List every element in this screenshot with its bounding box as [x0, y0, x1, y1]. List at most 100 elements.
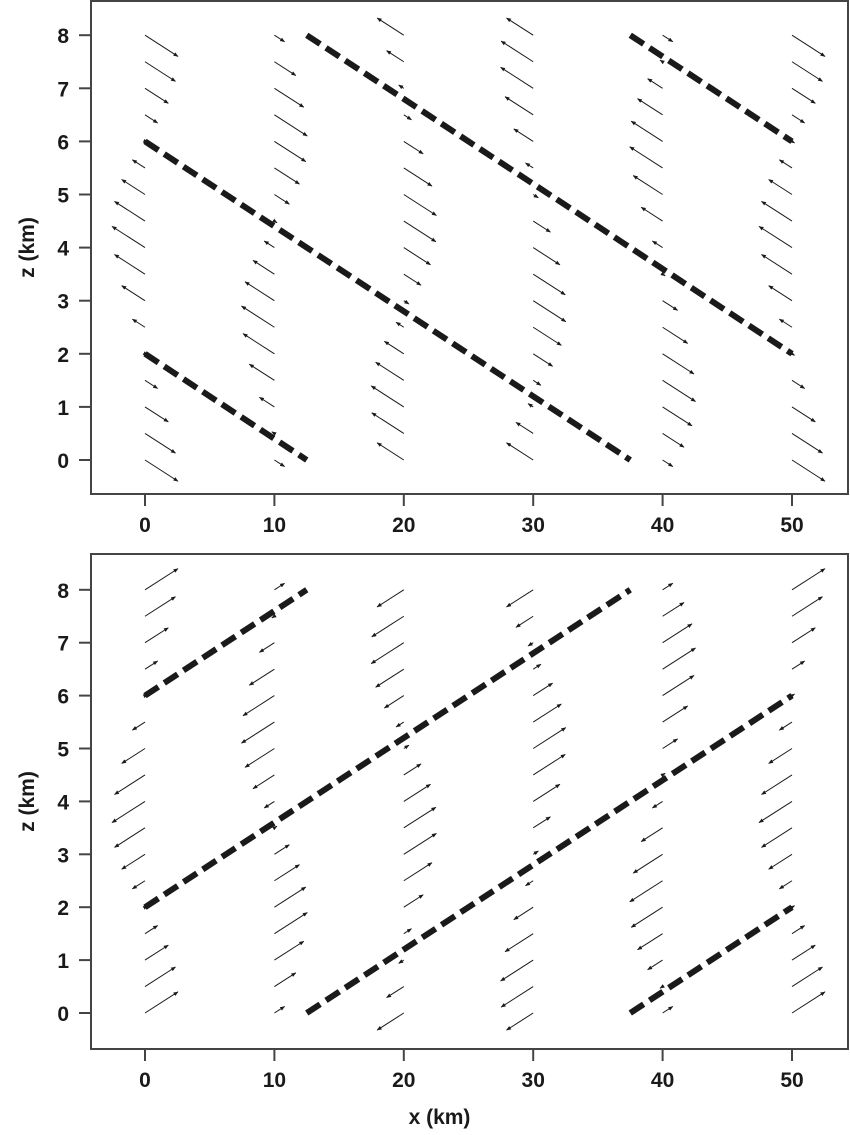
z-tick-label: 0 — [57, 1003, 69, 1026]
velocity-arrow — [274, 886, 307, 908]
velocity-arrow — [371, 615, 405, 638]
x-tick-label: 10 — [263, 514, 286, 537]
velocity-arrow — [274, 87, 305, 108]
z-axis-label: z (km) — [16, 217, 39, 278]
z-tick-label: 6 — [57, 131, 69, 154]
velocity-arrow — [525, 162, 534, 169]
velocity-arrow — [142, 351, 148, 356]
velocity-arrow — [532, 753, 566, 776]
z-axis-label: z (km) — [16, 771, 39, 832]
phase-line — [143, 138, 632, 463]
velocity-arrow — [532, 300, 567, 323]
velocity-arrow — [789, 905, 795, 910]
velocity-arrow — [791, 379, 806, 389]
x-tick-label: 30 — [522, 514, 545, 537]
velocity-arrow — [791, 34, 826, 57]
velocity-arrow — [630, 120, 663, 142]
velocity-arrow — [761, 774, 793, 795]
velocity-arrow — [144, 87, 169, 104]
z-tick-label: 4 — [57, 791, 69, 814]
velocity-arrow — [144, 61, 176, 82]
velocity-arrow — [386, 986, 405, 999]
velocity-arrow — [371, 412, 405, 434]
velocity-arrow — [761, 254, 793, 275]
plot-frame — [90, 553, 849, 1050]
x-tick-label: 40 — [651, 514, 674, 537]
z-tick-label: 7 — [57, 78, 69, 101]
velocity-arrow — [662, 738, 679, 749]
velocity-arrow — [272, 218, 278, 224]
velocity-arrow — [778, 721, 793, 731]
velocity-arrow — [660, 772, 666, 778]
velocity-arrow — [263, 240, 275, 249]
velocity-arrow — [515, 615, 534, 628]
velocity-arrow — [131, 721, 146, 731]
velocity-arrow — [791, 596, 823, 617]
velocity-arrow — [263, 800, 275, 809]
velocity-arrow — [500, 959, 534, 982]
velocity-arrow — [778, 880, 793, 890]
z-tick-label: 3 — [57, 844, 69, 867]
velocity-arrow — [662, 602, 685, 617]
phase-line — [305, 693, 794, 1016]
z-tick-label: 1 — [57, 950, 69, 973]
top-panel: 0 10 20 30 40 50 0 1 2 3 4 5 6 7 8 z (km) — [16, 0, 849, 537]
velocity-arrow — [395, 321, 405, 328]
velocity-arrow — [258, 642, 275, 653]
z-tick-label: 0 — [57, 450, 69, 473]
velocity-arrow — [403, 806, 437, 829]
velocity-arrow — [403, 273, 422, 286]
velocity-arrow — [144, 991, 179, 1014]
velocity-arrow — [144, 406, 169, 423]
velocity-arrow — [506, 1012, 534, 1031]
velocity-arrow — [791, 944, 816, 961]
velocity-arrow — [532, 326, 562, 346]
velocity-arrow — [274, 34, 286, 43]
velocity-arrow — [114, 201, 146, 222]
velocity-arrow — [142, 138, 148, 144]
velocity-arrow — [758, 225, 793, 249]
velocity-arrow — [121, 179, 146, 195]
velocity-arrow — [114, 254, 146, 275]
velocity-arrow — [121, 853, 146, 870]
x-tick-label: 50 — [780, 514, 803, 537]
velocity-arrow — [121, 285, 146, 302]
z-tick-label: 5 — [57, 739, 69, 762]
velocity-arrow — [386, 50, 405, 63]
velocity-arrow — [370, 642, 405, 665]
velocity-arrow — [662, 433, 685, 448]
velocity-arrow — [532, 273, 566, 296]
velocity-arrow — [527, 641, 534, 647]
velocity-arrow — [532, 193, 539, 199]
velocity-arrow — [403, 763, 422, 776]
velocity-arrow — [274, 194, 290, 205]
velocity-arrow — [659, 59, 665, 65]
velocity-arrow — [761, 201, 793, 222]
velocity-arrow — [532, 247, 561, 266]
velocity-arrow — [403, 194, 437, 216]
velocity-arrow — [383, 340, 405, 355]
velocity-arrow — [111, 225, 146, 249]
velocity-arrow — [662, 406, 693, 427]
velocity-arrow — [395, 721, 405, 728]
velocity-arrow — [789, 351, 795, 356]
velocity-arrow — [532, 703, 562, 723]
velocity-arrow — [659, 984, 665, 989]
velocity-arrow — [398, 959, 405, 964]
velocity-arrow — [662, 675, 695, 697]
velocity-arrow — [144, 568, 179, 591]
velocity-arrow — [758, 800, 793, 823]
velocity-arrow — [791, 660, 806, 670]
velocity-arrow — [131, 159, 146, 169]
velocity-arrow — [647, 959, 663, 971]
velocity-arrow — [513, 906, 534, 921]
velocity-arrow — [789, 693, 795, 699]
velocity-arrow — [651, 800, 663, 809]
velocity-arrow — [144, 596, 176, 617]
velocity-arrow — [506, 589, 534, 608]
velocity-arrow — [142, 905, 148, 910]
x-tick-label: 40 — [651, 1069, 674, 1092]
velocity-arrow — [274, 912, 308, 935]
velocity-arrow — [662, 705, 689, 723]
z-tick-label: 2 — [57, 344, 69, 367]
